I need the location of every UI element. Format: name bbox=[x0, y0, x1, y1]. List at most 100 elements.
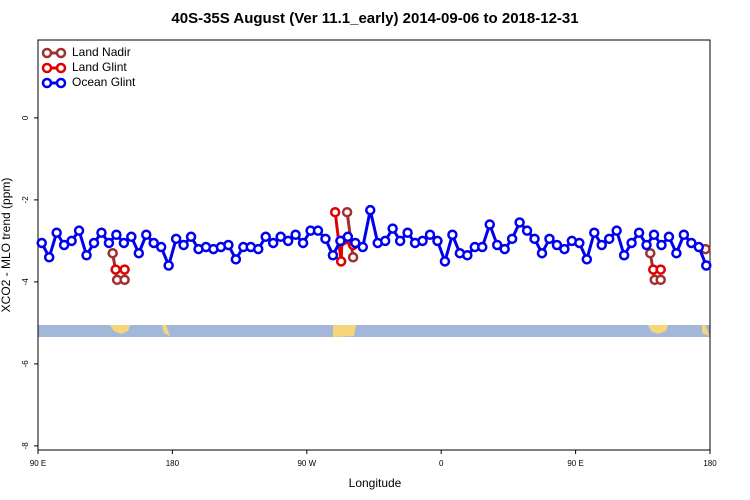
data-point bbox=[663, 231, 675, 243]
data-point bbox=[514, 217, 525, 228]
data-point bbox=[88, 237, 100, 249]
data-point bbox=[645, 247, 656, 259]
data-point bbox=[499, 243, 510, 255]
data-point bbox=[671, 247, 682, 259]
data-point bbox=[521, 225, 533, 236]
data-point bbox=[141, 229, 152, 240]
data-point bbox=[656, 239, 667, 251]
legend-label: Ocean Glint bbox=[72, 75, 136, 89]
legend-label: Land Nadir bbox=[72, 45, 131, 59]
data-point bbox=[357, 241, 369, 253]
data-point bbox=[365, 204, 376, 216]
data-point bbox=[536, 247, 548, 259]
data-point bbox=[126, 231, 137, 243]
y-tick-label: -2 bbox=[21, 196, 30, 204]
data-point bbox=[447, 229, 458, 240]
legend-marker bbox=[41, 47, 53, 59]
data-point bbox=[327, 250, 339, 261]
x-tick-label: 90 W bbox=[297, 459, 316, 468]
data-point bbox=[341, 206, 353, 218]
data-point bbox=[223, 239, 234, 251]
data-point bbox=[36, 237, 47, 249]
data-point bbox=[648, 229, 660, 240]
data-point bbox=[335, 256, 347, 267]
data-point bbox=[282, 235, 294, 247]
chart-title: 40S-35S August (Ver 11.1_early) 2014-09-… bbox=[171, 10, 578, 27]
data-point bbox=[342, 231, 354, 243]
data-point bbox=[491, 239, 503, 251]
legend-label: Land Glint bbox=[72, 60, 127, 74]
x-tick-label: 180 bbox=[703, 459, 717, 468]
data-point bbox=[596, 239, 607, 251]
x-tick-label: 90 E bbox=[567, 459, 583, 468]
x-axis-label: Longitude bbox=[349, 476, 402, 490]
data-point bbox=[618, 250, 630, 261]
data-point bbox=[66, 235, 77, 247]
data-point bbox=[119, 264, 130, 275]
data-point bbox=[253, 243, 264, 255]
data-point bbox=[155, 241, 167, 253]
data-point bbox=[693, 241, 705, 253]
data-point bbox=[297, 237, 309, 249]
data-point bbox=[290, 229, 301, 240]
data-point bbox=[267, 237, 279, 249]
data-point bbox=[43, 252, 55, 263]
data-point bbox=[655, 274, 666, 286]
x-tick-label: 90 E bbox=[30, 459, 46, 468]
data-point bbox=[170, 233, 182, 245]
data-point bbox=[641, 239, 652, 251]
data-point bbox=[432, 235, 443, 247]
data-point bbox=[260, 231, 271, 243]
data-point bbox=[633, 227, 645, 238]
data-point bbox=[275, 231, 286, 243]
data-point bbox=[551, 239, 563, 251]
data-point bbox=[544, 233, 555, 245]
data-point bbox=[320, 233, 331, 245]
data-point bbox=[103, 237, 115, 249]
data-point bbox=[402, 227, 413, 238]
data-point bbox=[477, 241, 488, 253]
data-point bbox=[484, 219, 495, 230]
data-point bbox=[439, 256, 451, 267]
data-point bbox=[58, 239, 70, 251]
map-strip bbox=[38, 325, 710, 337]
data-point bbox=[73, 225, 85, 236]
data-point bbox=[119, 274, 130, 286]
y-tick-label: -4 bbox=[21, 278, 30, 286]
data-point bbox=[118, 237, 130, 249]
y-tick-label: -8 bbox=[21, 442, 30, 450]
legend-marker bbox=[41, 62, 53, 74]
x-tick-label: 0 bbox=[439, 459, 444, 468]
data-point bbox=[96, 227, 107, 238]
data-point bbox=[506, 233, 518, 245]
data-point bbox=[589, 227, 600, 238]
data-point bbox=[394, 235, 406, 247]
data-point bbox=[581, 254, 593, 265]
data-point bbox=[111, 229, 122, 240]
data-point bbox=[329, 206, 341, 218]
data-point bbox=[559, 243, 570, 255]
data-point bbox=[678, 229, 690, 240]
data-point bbox=[424, 229, 436, 240]
legend-marker bbox=[55, 47, 67, 59]
data-point bbox=[417, 235, 428, 247]
data-point bbox=[387, 223, 398, 234]
data-point bbox=[655, 264, 666, 275]
data-point bbox=[611, 225, 622, 236]
data-point bbox=[626, 237, 637, 249]
y-axis-label: XCO2 - MLO trend (ppm) bbox=[0, 178, 13, 313]
data-point bbox=[230, 254, 242, 265]
data-point bbox=[107, 247, 118, 259]
data-point bbox=[178, 239, 189, 251]
legend-marker bbox=[55, 62, 67, 74]
data-point bbox=[701, 260, 712, 271]
y-tick-label: 0 bbox=[21, 115, 30, 120]
data-point bbox=[529, 233, 540, 245]
data-point bbox=[81, 250, 92, 261]
legend-marker bbox=[41, 77, 53, 89]
data-point bbox=[350, 237, 361, 249]
data-point bbox=[462, 250, 473, 261]
data-point bbox=[110, 264, 121, 275]
data-point bbox=[335, 235, 346, 247]
